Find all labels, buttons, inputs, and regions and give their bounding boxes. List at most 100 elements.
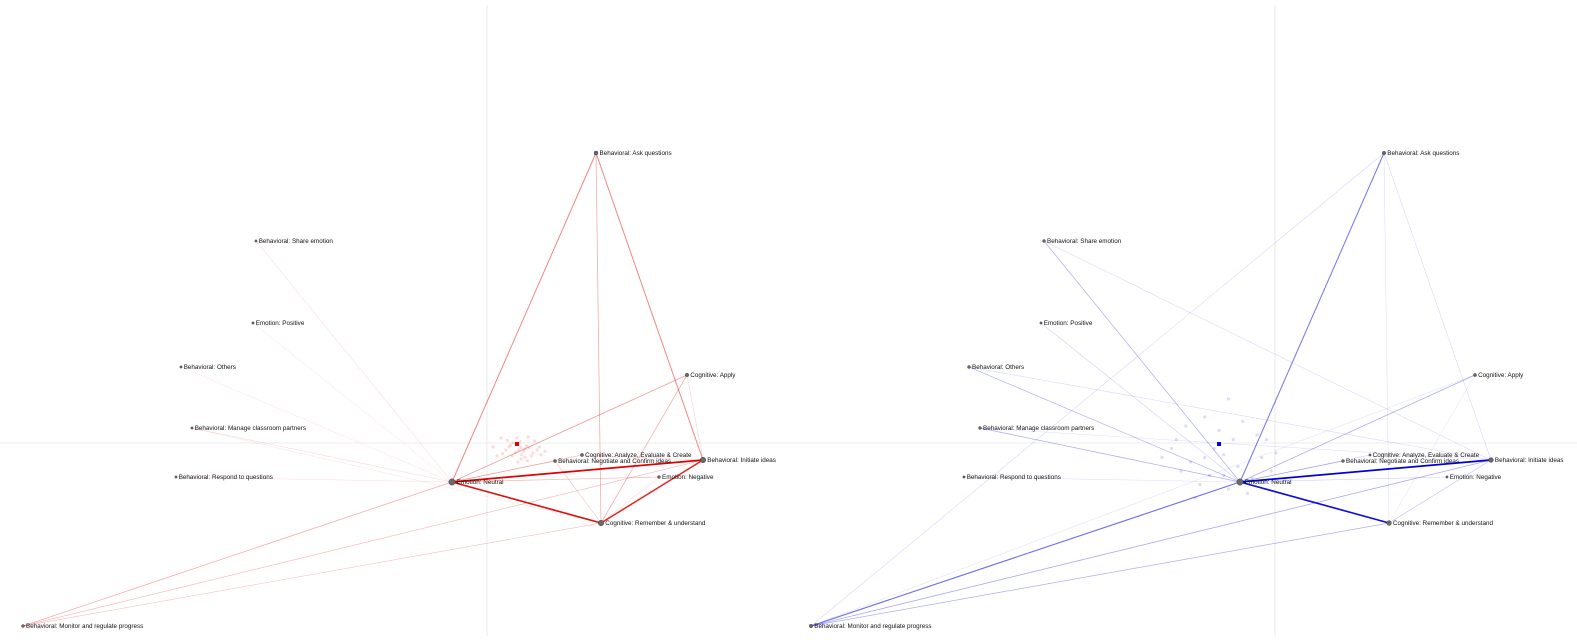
left-unit-point xyxy=(504,448,508,452)
left-edge-neutral-negotiate xyxy=(451,460,556,483)
right-unit-point xyxy=(1269,469,1273,473)
left-unit-point xyxy=(509,443,513,447)
right-unit-point xyxy=(1250,476,1254,480)
right-node-label-negative: Emotion: Negative xyxy=(1450,474,1502,481)
right-unit-point xyxy=(1255,433,1259,437)
right-edge-manage-initiate xyxy=(979,427,1492,461)
left-unit-point xyxy=(531,451,535,455)
left-edge-analyze-initiate xyxy=(581,454,704,461)
right-unit-point xyxy=(1207,473,1212,478)
right-unit-point xyxy=(1203,415,1207,419)
left-node-neutral xyxy=(448,478,456,486)
left-edge-neutral-monitor xyxy=(22,481,453,627)
left-node-negative xyxy=(657,475,661,479)
right-edge-ask-remember xyxy=(1383,152,1390,524)
right-node-label-manage: Behavioral: Manage classroom partners xyxy=(983,425,1094,432)
left-node-respond xyxy=(174,475,178,479)
right-node-monitor xyxy=(809,624,814,629)
right-edge-others-initiate xyxy=(968,366,1492,461)
left-node-negotiate xyxy=(553,459,557,463)
left-node-others xyxy=(179,365,183,369)
right-edge-monitor-apply xyxy=(810,374,1476,627)
left-unit-point xyxy=(507,445,511,449)
left-unit-point xyxy=(499,436,503,440)
right-edge-neutral-others xyxy=(968,366,1241,483)
right-edge-apply-remember xyxy=(1388,374,1476,524)
right-node-label-apply: Cognitive: Apply xyxy=(1478,372,1524,379)
right-edge-share-initiate xyxy=(1043,240,1492,461)
left-unit-point xyxy=(527,446,531,450)
right-network: Behavioral: Ask questions Behavioral: Sha… xyxy=(809,150,1564,630)
right-unit-point xyxy=(1160,455,1164,460)
right-edge-neutral-initiate xyxy=(1239,459,1492,483)
right-unit-point xyxy=(1245,491,1250,496)
left-unit-point xyxy=(519,457,523,461)
left-edge-negative-remember xyxy=(600,476,660,524)
right-unit-point xyxy=(1241,419,1245,424)
left-edge-monitor-remember xyxy=(22,522,602,627)
right-node-analyze xyxy=(1368,453,1372,457)
left-edge-neutral-analyze xyxy=(451,454,583,483)
left-node-label-ask: Behavioral: Ask questions xyxy=(600,150,672,157)
left-unit-point xyxy=(518,440,522,444)
left-edge-neutral-initiate xyxy=(451,459,704,483)
right-unit-point xyxy=(1226,487,1231,491)
right-unit-point xyxy=(1264,437,1269,442)
left-centroid-marker xyxy=(515,442,519,446)
left-unit-point xyxy=(543,449,547,453)
right-edge-neutral-monitor xyxy=(810,481,1241,627)
left-node-label-apply: Cognitive: Apply xyxy=(690,372,736,379)
left-node-share xyxy=(254,239,258,243)
right-unit-point xyxy=(1169,446,1174,451)
right-node-initiate xyxy=(1488,457,1494,463)
left-node-label-respond: Behavioral: Respond to questions xyxy=(179,474,273,481)
left-node-label-initiate: Behavioral: Initiate ideas xyxy=(707,457,776,464)
left-node-label-negotiate: Behavioral: Negotiate and Confirm ideas xyxy=(558,458,671,465)
left-node-label-share: Behavioral: Share emotion xyxy=(259,238,334,245)
right-unit-point xyxy=(1274,451,1278,455)
left-edge-apply-initiate xyxy=(686,374,704,461)
right-node-neutral xyxy=(1236,478,1244,486)
right-unit-point xyxy=(1231,437,1235,442)
right-node-ask xyxy=(1381,150,1386,155)
right-node-label-respond: Behavioral: Respond to questions xyxy=(967,474,1061,481)
left-unit-point xyxy=(526,435,530,439)
right-edge-monitor-remember xyxy=(810,522,1390,627)
right-unit-point xyxy=(1222,473,1226,478)
left-edge-ask-remember xyxy=(595,152,602,524)
right-unit-point xyxy=(1212,446,1216,451)
left-edge-ask-initiate xyxy=(595,152,704,461)
right-node-apply xyxy=(1473,373,1477,377)
right-unit-point xyxy=(1217,428,1221,433)
right-centroid-marker xyxy=(1217,442,1221,446)
left-node-analyze xyxy=(580,453,584,457)
right-unit-point xyxy=(1283,478,1288,482)
left-node-label-manage: Behavioral: Manage classroom partners xyxy=(195,425,306,432)
left-unit-point xyxy=(537,445,542,449)
right-node-remember xyxy=(1386,520,1392,526)
right-edge-respond-neutral xyxy=(963,476,1241,483)
left-unit-point xyxy=(505,438,509,442)
right-node-label-initiate: Behavioral: Initiate ideas xyxy=(1495,457,1564,464)
left-edge-neutral-remember xyxy=(451,481,602,524)
right-unit-point xyxy=(1198,482,1202,487)
right-node-label-share: Behavioral: Share emotion xyxy=(1047,238,1122,245)
right-unit-point xyxy=(1203,455,1207,460)
left-edge-neutral-others xyxy=(180,366,453,483)
right-unit-point xyxy=(1222,453,1226,457)
left-edge-neutral-negative xyxy=(451,476,660,483)
left-unit-point xyxy=(519,446,523,450)
left-unit-point xyxy=(511,441,515,445)
left-unit-point xyxy=(491,445,495,449)
right-node-label-others: Behavioral: Others xyxy=(972,364,1024,371)
left-unit-point xyxy=(515,436,519,440)
left-node-label-monitor: Behavioral: Monitor and regulate progres… xyxy=(26,623,143,630)
left-unit-point xyxy=(517,448,521,452)
right-edge-neutral-share xyxy=(1043,240,1241,483)
left-unit-point xyxy=(520,453,524,457)
left-node-positive xyxy=(251,321,255,325)
right-edge-neutral-negative xyxy=(1239,476,1448,483)
left-node-initiate xyxy=(700,457,707,464)
right-node-share xyxy=(1042,239,1046,243)
left-unit-point xyxy=(533,439,537,443)
